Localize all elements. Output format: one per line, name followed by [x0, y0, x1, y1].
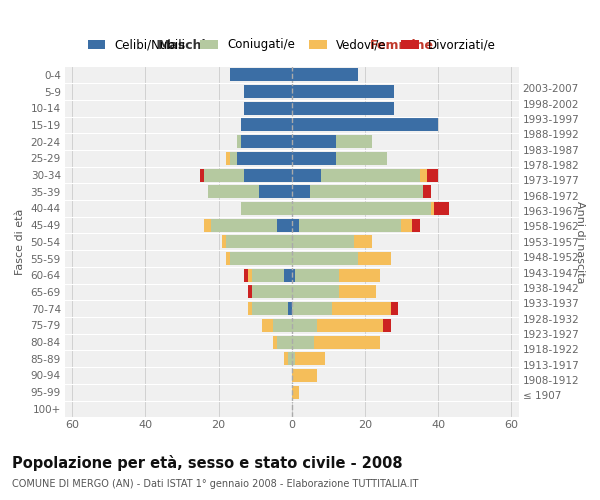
Bar: [200, 168, 204, 181]
Bar: [292, 118, 438, 132]
Bar: [226, 152, 230, 165]
Bar: [335, 152, 387, 165]
Bar: [292, 352, 295, 366]
Bar: [332, 302, 391, 315]
Bar: [274, 336, 277, 348]
Text: Maschi: Maschi: [158, 39, 206, 52]
Bar: [292, 135, 335, 148]
Bar: [321, 168, 420, 181]
Bar: [204, 218, 211, 232]
Bar: [292, 369, 317, 382]
Bar: [391, 302, 398, 315]
Bar: [292, 202, 431, 215]
Bar: [259, 185, 292, 198]
Bar: [292, 168, 321, 181]
Bar: [292, 302, 332, 315]
Bar: [354, 236, 372, 248]
Bar: [226, 252, 230, 265]
Bar: [295, 268, 340, 282]
Bar: [434, 202, 449, 215]
Bar: [230, 152, 237, 165]
Bar: [310, 185, 424, 198]
Bar: [358, 252, 391, 265]
Text: Femmine: Femmine: [370, 39, 433, 52]
Bar: [251, 302, 288, 315]
Bar: [424, 185, 431, 198]
Y-axis label: Anni di nascita: Anni di nascita: [575, 200, 585, 283]
Bar: [427, 168, 438, 181]
Bar: [251, 286, 292, 298]
Bar: [335, 135, 372, 148]
Bar: [248, 268, 251, 282]
Bar: [237, 152, 292, 165]
Bar: [292, 68, 358, 82]
Bar: [292, 319, 317, 332]
Bar: [317, 319, 383, 332]
Bar: [292, 152, 335, 165]
Bar: [237, 135, 241, 148]
Bar: [288, 302, 292, 315]
Bar: [288, 352, 292, 366]
Bar: [277, 336, 292, 348]
Bar: [262, 319, 274, 332]
Bar: [295, 352, 325, 366]
Bar: [401, 218, 412, 232]
Bar: [241, 135, 292, 148]
Bar: [211, 218, 277, 232]
Bar: [230, 68, 292, 82]
Bar: [244, 102, 292, 114]
Text: Popolazione per età, sesso e stato civile - 2008: Popolazione per età, sesso e stato civil…: [12, 455, 403, 471]
Bar: [292, 236, 354, 248]
Y-axis label: Fasce di età: Fasce di età: [15, 208, 25, 275]
Bar: [244, 268, 248, 282]
Bar: [431, 202, 434, 215]
Bar: [292, 268, 295, 282]
Bar: [292, 85, 394, 98]
Bar: [284, 352, 288, 366]
Text: COMUNE DI MERGO (AN) - Dati ISTAT 1° gennaio 2008 - Elaborazione TUTTITALIA.IT: COMUNE DI MERGO (AN) - Dati ISTAT 1° gen…: [12, 479, 418, 489]
Bar: [292, 386, 299, 398]
Bar: [277, 218, 292, 232]
Bar: [244, 168, 292, 181]
Bar: [208, 185, 259, 198]
Bar: [244, 85, 292, 98]
Bar: [222, 236, 226, 248]
Bar: [251, 268, 284, 282]
Bar: [241, 202, 292, 215]
Bar: [292, 286, 340, 298]
Bar: [248, 302, 251, 315]
Bar: [284, 268, 292, 282]
Bar: [314, 336, 380, 348]
Bar: [340, 286, 376, 298]
Bar: [292, 185, 310, 198]
Bar: [292, 336, 314, 348]
Bar: [241, 118, 292, 132]
Bar: [230, 252, 292, 265]
Bar: [292, 218, 299, 232]
Bar: [248, 286, 251, 298]
Bar: [420, 168, 427, 181]
Bar: [383, 319, 391, 332]
Legend: Celibi/Nubili, Coniugati/e, Vedovi/e, Divorziati/e: Celibi/Nubili, Coniugati/e, Vedovi/e, Di…: [83, 34, 501, 56]
Bar: [292, 102, 394, 114]
Bar: [204, 168, 244, 181]
Bar: [292, 252, 358, 265]
Bar: [412, 218, 420, 232]
Bar: [274, 319, 292, 332]
Bar: [299, 218, 401, 232]
Bar: [340, 268, 380, 282]
Bar: [226, 236, 292, 248]
